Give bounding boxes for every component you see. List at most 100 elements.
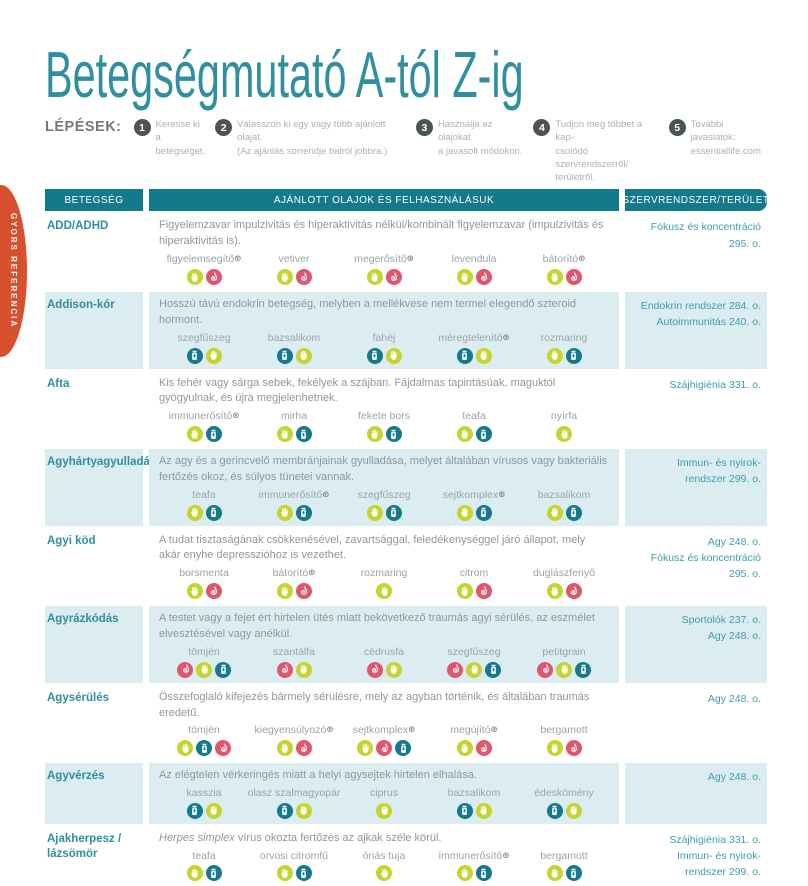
topical-hand-icon [186,865,203,882]
usage-icons [186,426,222,443]
oil-entry: figyelemsegítő⊛ [159,253,249,285]
usage-icons [456,740,492,757]
registered-blend-icon: ⊛ [308,567,316,578]
registered-blend-icon: ⊛ [498,488,506,499]
step-number-badge: 1 [133,119,151,136]
oil-entry: tömjén [159,724,249,757]
oil-list: figyelemsegítő⊛ vetiver megerősítő⊛ levendu… [159,253,609,285]
oil-entry: óriás tuja [339,850,429,882]
oil-entry: bátorító⊛ [249,567,339,600]
topical-hand-icon [276,583,293,600]
step-number-badge: 5 [668,119,686,136]
internal-bottle-icon [475,426,492,443]
oil-name: szegfűszeg [357,488,411,501]
oil-name: bátorító⊛ [272,567,316,580]
usage-icons [366,269,402,285]
aromatic-icon [475,269,492,285]
reference-line: Szájhigiénia 331. o. [669,378,761,391]
reference-line: Agy 248. o. [707,535,761,548]
internal-bottle-icon [475,865,492,882]
oil-name: tömjén [188,645,220,658]
usage-icons [186,504,222,521]
topical-hand-icon [295,661,312,678]
reference-line: Immun- és nyirok- [676,849,761,862]
content: Betegségmutató A-tól Z-ig LÉPÉSEK: 1 Kere… [45,0,769,886]
table-row: Afta Kis fehér vagy sárga sebek, fekélyek… [45,371,767,448]
topical-hand-icon [475,347,492,364]
aromatic-icon [447,661,463,678]
topical-hand-icon [186,269,203,285]
usage-icons [366,661,402,678]
oil-name: citrom [459,567,489,580]
oil-name: rozmaring [360,567,408,580]
disease-name: Agyhártyagyulladás [45,449,156,526]
internal-bottle-icon [565,504,582,521]
topical-hand-icon [366,269,383,285]
usage-icons [456,802,492,819]
oil-entry: megújító⊛ [429,724,519,757]
internal-bottle-icon [366,347,383,364]
oils-and-description-cell: Kis fehér vagy sárga sebek, fekélyek a s… [149,371,619,448]
internal-bottle-icon [575,661,591,678]
usage-icons [186,583,222,600]
topical-hand-icon [186,583,203,600]
oil-entry: bergamott [519,724,609,757]
table-row: Addison-kór Hosszú távú endokrin betegség… [45,292,767,369]
usage-icons [376,802,392,819]
topical-hand-icon [456,269,473,285]
oil-entry: szegfűszeg [339,489,429,521]
registered-blend-icon: ⊛ [578,253,586,264]
reference-line: Szájhigiénia 331. o. [669,833,761,846]
aromatic-icon [295,269,312,285]
topical-hand-icon [186,426,203,443]
table-row: Agyvérzés Az elégtelen vérkeringés miatt … [45,763,767,824]
table-header: BETEGSÉG AJÁNLOTT OLAJOK ÉS FELHASZNÁLÁS… [45,189,769,212]
oil-name: fahéj [372,331,396,344]
oil-entry: vetiver [249,253,339,285]
oil-name: ciprus [369,787,398,800]
oils-and-description-cell: Hosszú távú endokrin betegség, melyben a… [149,292,619,369]
usage-icons [177,740,231,757]
oil-entry: szegfűszeg [429,646,519,678]
disease-description: A tudat tisztaságának csökkenésével, zav… [159,533,586,562]
step-5: 5 További javaslatok: essentiallife.com [668,118,767,158]
internal-bottle-icon [205,504,222,521]
internal-bottle-icon [215,661,231,678]
aromatic-icon [276,661,293,678]
oil-list: borsmenta bátorító⊛ rozmaring citrom duglász… [159,567,609,600]
oil-entry: olasz szalmagyopár [248,787,340,819]
oils-and-description-cell: Összefoglaló kifejezés bármely sérülésre… [149,685,619,762]
oil-entry: duglászfenyő [519,567,609,600]
aromatic-icon [475,740,492,757]
step-2: 2 Válasszon ki egy vagy több ajánlott ola… [215,118,406,158]
oil-name: immunerősítő⊛ [438,849,510,862]
aromatic-icon [565,269,582,285]
internal-bottle-icon [485,661,501,678]
disease-name: Addison-kór [45,292,143,369]
oils-and-description-cell: Figyelemzavar impulzivitás és hiperaktiv… [149,213,619,290]
oil-name: cédrusfa [363,645,405,658]
oil-name: teafa [192,488,216,501]
internal-bottle-icon [565,865,582,882]
aromatic-icon [475,583,492,600]
oil-entry: teafa [159,489,249,521]
oils-and-description-cell: Az elégtelen vérkeringés miatt a helyi a… [149,763,619,824]
oil-entry: fekete bors [339,410,429,443]
disease-description: Hosszú távú endokrin betegség, melyben a… [159,298,577,326]
oil-list: szegfűszeg bazsalikom fahéj méregtelenítő⊛ r… [159,332,609,364]
reference-line: Endokrin rendszer 284. o. [640,300,761,312]
oils-and-description-cell: Az agy és a gerincvelő membránjainak gyu… [149,449,619,526]
oil-list: tömjén szantálfa cédrusfa szegfűszeg petitgr… [159,646,609,678]
topical-hand-icon [546,583,563,600]
topical-hand-icon [366,504,383,521]
step-text: Használja az olajokat a javasolt módokon. [437,119,523,157]
reference-line: rendszer 299. o. [685,866,761,879]
oils-and-description-cell: A testet vagy a fejet ért hirtelen ütés … [149,606,619,683]
topical-hand-icon [546,865,563,882]
topical-hand-icon [366,426,383,443]
oil-name: sejtkomplex⊛ [352,724,416,737]
usage-icons [537,661,591,678]
topical-hand-icon [565,802,582,819]
system-reference: Sportolók 237. o. Agy 248. o. [625,606,767,683]
usage-icons [546,740,582,757]
